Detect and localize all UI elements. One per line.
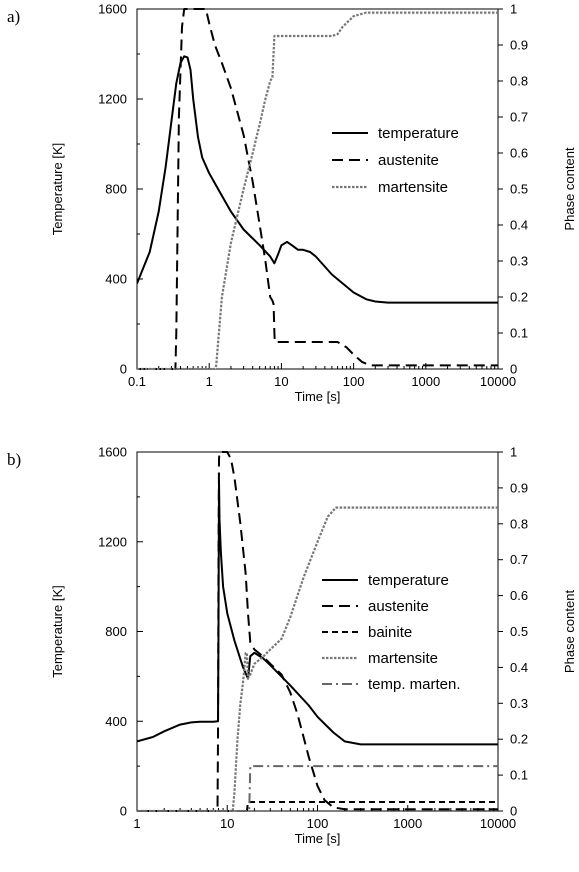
chart2-x-axis-label: Time [s] — [295, 831, 341, 846]
chart1-x-tick-label-2: 10 — [274, 374, 288, 389]
chart2-y2-tick-label-0: 0 — [510, 804, 517, 819]
chart2-series-austenite — [137, 451, 498, 812]
chart1-y2-tick-label-0: 0 — [510, 362, 517, 377]
chart2-y2-tick-label-1: 0.1 — [510, 768, 528, 783]
chart2-legend-label-1: austenite — [368, 598, 429, 615]
chart2-x-tick-label-4: 10000 — [480, 816, 516, 831]
chart2-legend-label-3: martensite — [368, 650, 438, 667]
chart2-x-tick-label-0: 1 — [133, 816, 140, 831]
chart1-y-axis-label: Temperature [K] — [50, 143, 65, 236]
chart2-y2-tick-label-10: 1 — [510, 445, 517, 460]
chart1-x-tick-label-3: 100 — [343, 374, 365, 389]
chart1-x-axis-label: Time [s] — [295, 389, 341, 404]
chart2-y2-tick-label-3: 0.3 — [510, 696, 528, 711]
chart2-x-tick-label-1: 10 — [220, 816, 234, 831]
chart2-y2-tick-label-5: 0.5 — [510, 624, 528, 639]
chart1-legend-label-0: temperature — [378, 125, 459, 142]
chart2-series-martensite — [137, 506, 498, 812]
chart2-y2-tick-label-7: 0.7 — [510, 552, 528, 567]
chart1-y2-tick-label-8: 0.8 — [510, 74, 528, 89]
chart1-x-tick-label-5: 10000 — [480, 374, 516, 389]
chart2-y2-tick-label-6: 0.6 — [510, 588, 528, 603]
chart2-y2-tick-label-2: 0.2 — [510, 732, 528, 747]
chart1-x-tick-label-4: 1000 — [411, 374, 440, 389]
chart1-x-tick-label-0: 0.1 — [128, 374, 146, 389]
chart2-x-tick-label-2: 100 — [307, 816, 329, 831]
chart1-x-tick-label-1: 1 — [206, 374, 213, 389]
chart1-legend-label-1: austenite — [378, 152, 439, 169]
chart1-y2-tick-label-9: 0.9 — [510, 38, 528, 53]
chart1-y-tick-label-1: 400 — [105, 272, 127, 287]
chart1-panel-label: a) — [7, 7, 20, 26]
chart2-series-temp-marten — [137, 765, 498, 812]
chart2-y2-axis-label: Phase content — [562, 590, 577, 674]
chart2-plot-frame — [136, 451, 499, 812]
chart2-y2-tick-label-9: 0.9 — [510, 480, 528, 495]
chart1-legend-label-2: martensite — [378, 179, 448, 196]
chart1-y2-tick-label-10: 1 — [510, 2, 517, 17]
chart1-y-tick-label-0: 0 — [120, 362, 127, 377]
chart2-x-tick-label-3: 1000 — [393, 816, 422, 831]
chart1-series-martensite — [137, 11, 498, 370]
chart1-y2-tick-label-2: 0.2 — [510, 290, 528, 305]
chart2-series-temperature — [137, 480, 498, 746]
chart2-y-tick-label-2: 800 — [105, 624, 127, 639]
chart1-y2-tick-label-3: 0.3 — [510, 254, 528, 269]
chart1-y-tick-label-4: 1600 — [98, 2, 127, 17]
chart2-y-tick-label-4: 1600 — [98, 445, 127, 460]
chart1-y2-axis-label: Phase content — [562, 147, 577, 231]
chart2-y-tick-label-1: 400 — [105, 714, 127, 729]
chart1-y-tick-label-3: 1200 — [98, 92, 127, 107]
chart1-y2-tick-label-5: 0.5 — [510, 182, 528, 197]
chart2-legend-label-2: bainite — [368, 624, 412, 641]
chart2-panel-label: b) — [7, 450, 21, 469]
chart1-y2-tick-label-1: 0.1 — [510, 326, 528, 341]
chart2-y2-tick-label-8: 0.8 — [510, 516, 528, 531]
chart1-y2-tick-label-4: 0.4 — [510, 218, 528, 233]
chart2-y2-tick-label-4: 0.4 — [510, 660, 528, 675]
chart1-y-tick-label-2: 800 — [105, 182, 127, 197]
chart2-legend-label-0: temperature — [368, 572, 449, 589]
chart2-y-axis-label: Temperature [K] — [50, 585, 65, 678]
chart1-y2-tick-label-6: 0.6 — [510, 146, 528, 161]
chart2-y-tick-label-0: 0 — [120, 804, 127, 819]
chart2-legend-label-4: temp. marten. — [368, 676, 461, 693]
chart2-y-tick-label-3: 1200 — [98, 534, 127, 549]
chart1-y2-tick-label-7: 0.7 — [510, 110, 528, 125]
